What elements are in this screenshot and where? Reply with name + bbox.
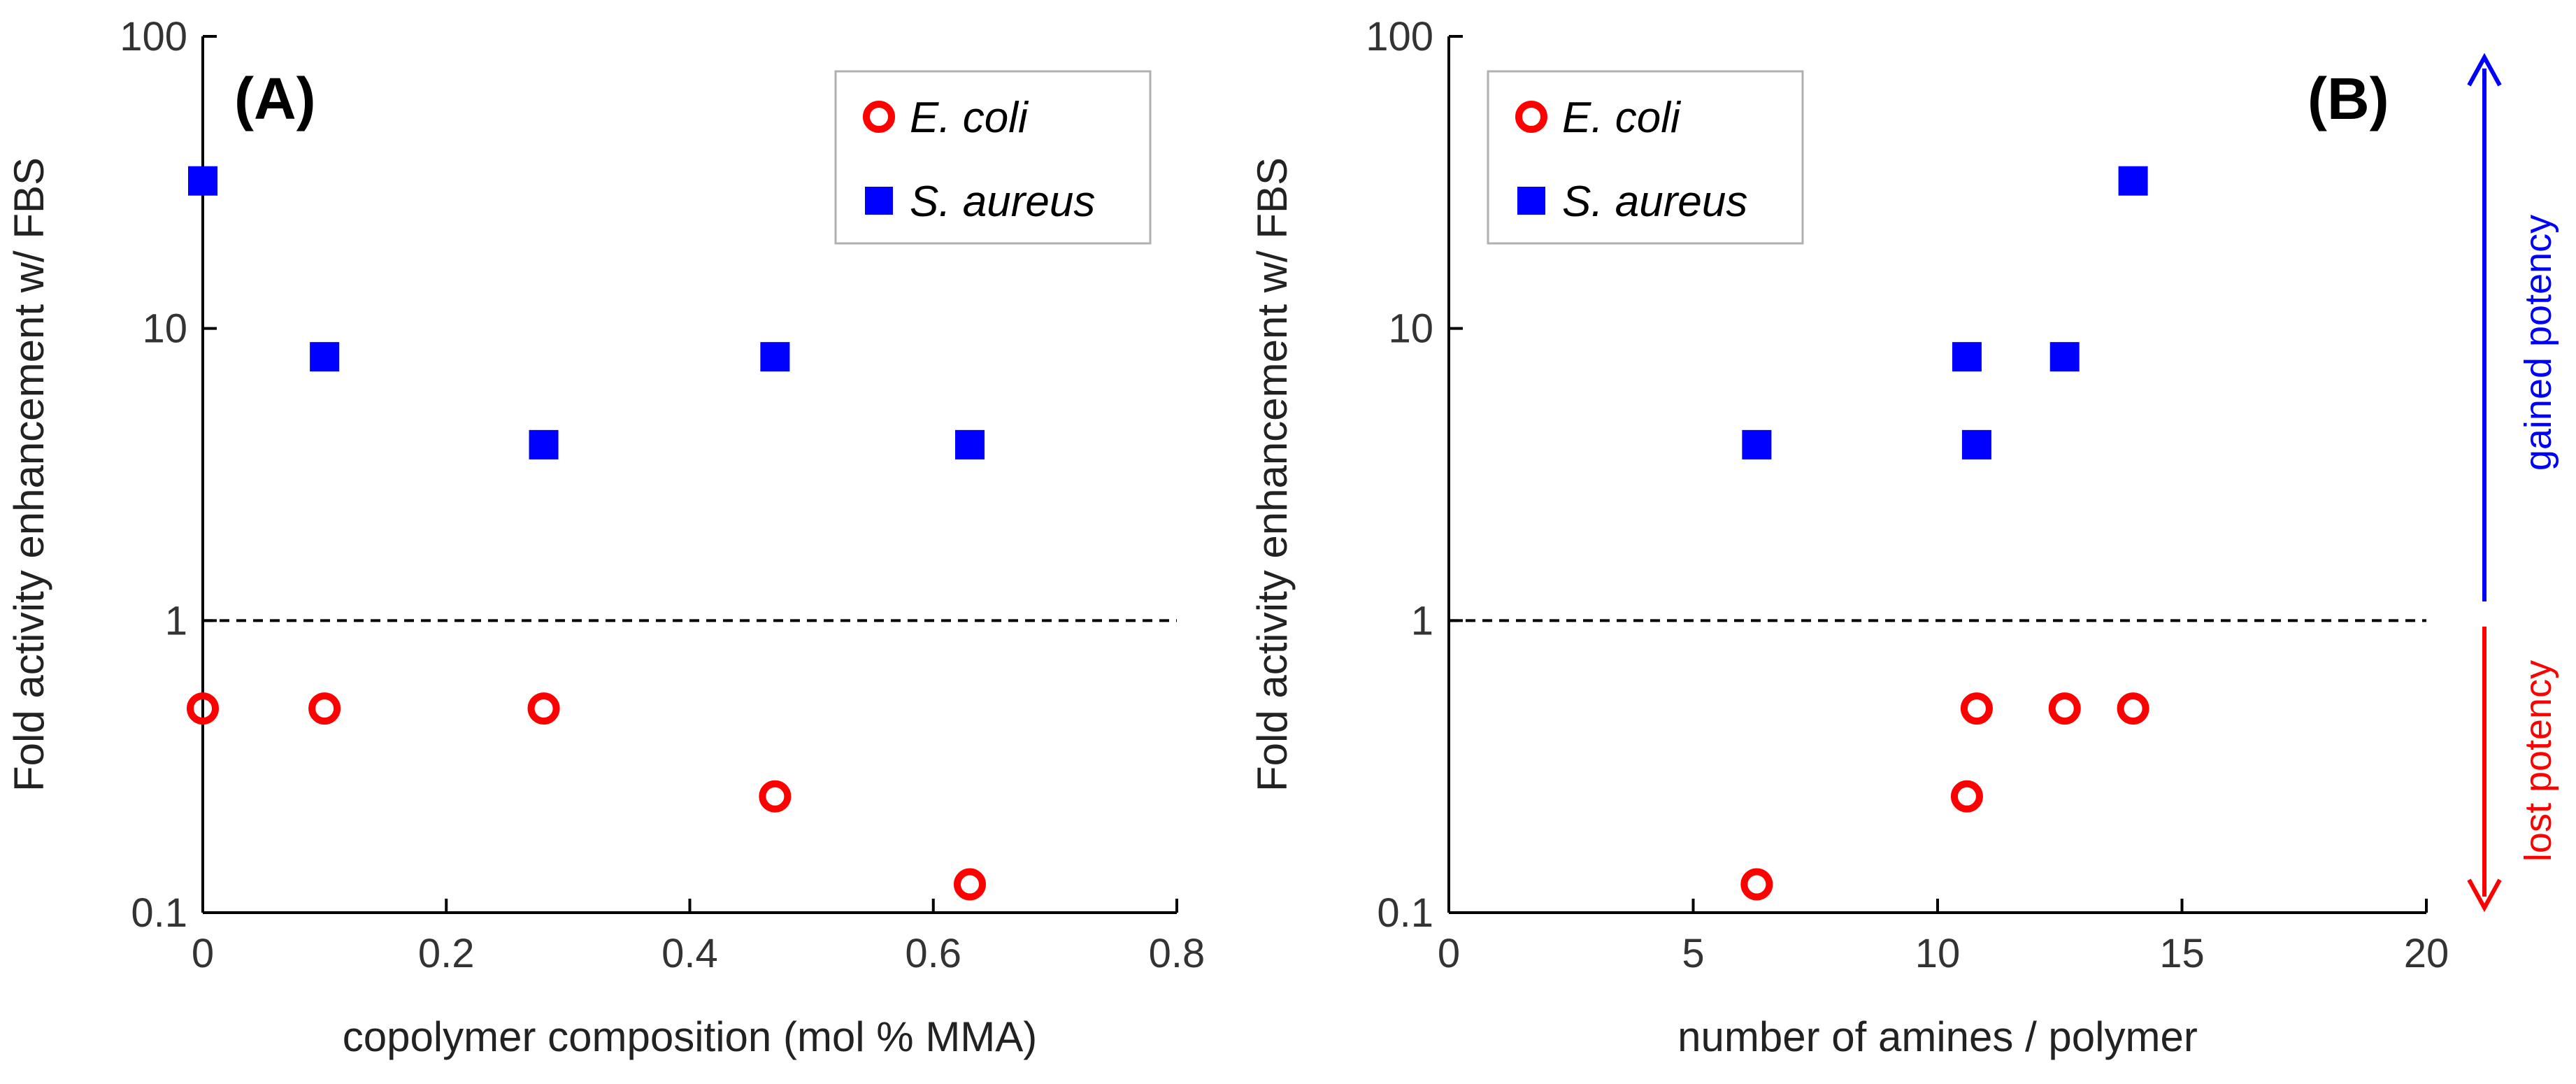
gained-potency-label: gained potency [2517,215,2559,471]
gained-potency-arrowhead [2467,52,2502,87]
saureus-point [310,342,340,372]
x-axis-title: copolymer composition (mol % MMA) [343,1013,1038,1060]
panel-label: (B) [2307,66,2389,131]
ecoli-point [953,868,986,901]
ecoli-point [308,692,341,725]
y-tick-label: 1 [165,598,187,643]
ecoli-point [187,692,219,725]
y-tick-label: 100 [1366,14,1433,59]
y-tick-label: 0.1 [1377,890,1433,936]
legend-marker-ecoli [1515,101,1547,133]
panel-b: 0.1 1 10 100 0 5 10 15 20 number of amines / poly… [1249,14,2449,1060]
y-tick-label: 10 [142,306,187,352]
ecoli-point [2117,692,2149,725]
legend-marker-saureus [865,187,893,215]
x-tick-label: 0.6 [905,931,961,976]
x-tick-label: 15 [2159,931,2205,976]
legend-label-saureus: S. aureus [910,178,1095,226]
ecoli-point [2048,692,2081,725]
x-tick-label: 10 [1915,931,1961,976]
x-tick-label: 0 [192,931,214,976]
ecoli-point [527,692,560,725]
y-tick-label: 1 [1411,598,1433,643]
panel-a: 0.1 1 10 100 0 0.2 0.4 0.6 0.8 copolymer composit… [6,14,1205,1060]
x-tick-label: 0.8 [1149,931,1205,976]
saureus-point [760,342,790,372]
saureus-point [1961,429,1991,459]
saureus-point [2049,342,2080,372]
ecoli-point [759,780,792,813]
lost-potency-label: lost potency [2517,660,2559,862]
y-tick-label: 10 [1388,306,1433,352]
x-tick-label: 0 [1438,931,1460,976]
y-axis-title: Fold activity enhancement w/ FBS [1249,157,1296,792]
saureus-point [1952,342,1982,372]
legend-label-ecoli: E. coli [1562,94,1682,142]
y-axis-title: Fold activity enhancement w/ FBS [6,157,52,792]
ecoli-point [1740,868,1773,901]
y-tick-label: 0.1 [131,890,187,936]
saureus-point [188,166,217,196]
saureus-point [1742,429,1772,459]
saureus-point [529,429,559,459]
x-axis-title: number of amines / polymer [1677,1013,2198,1060]
potency-annotation: gained potency lost potency [2467,52,2559,913]
y-tick-label: 100 [120,14,187,59]
legend-label-ecoli: E. coli [910,94,1029,142]
legend-marker-ecoli [863,101,895,133]
ecoli-point [1950,780,1983,813]
panel-label: (A) [234,66,316,131]
saureus-point [2118,166,2148,196]
ecoli-point [1960,692,1993,725]
lost-potency-arrowhead [2467,878,2502,913]
x-tick-label: 5 [1682,931,1704,976]
x-tick-label: 0.4 [661,931,718,976]
legend-marker-saureus [1517,187,1545,215]
x-tick-label: 0.2 [418,931,475,976]
saureus-point [954,429,985,459]
legend-label-saureus: S. aureus [1562,178,1747,226]
x-tick-label: 20 [2404,931,2449,976]
